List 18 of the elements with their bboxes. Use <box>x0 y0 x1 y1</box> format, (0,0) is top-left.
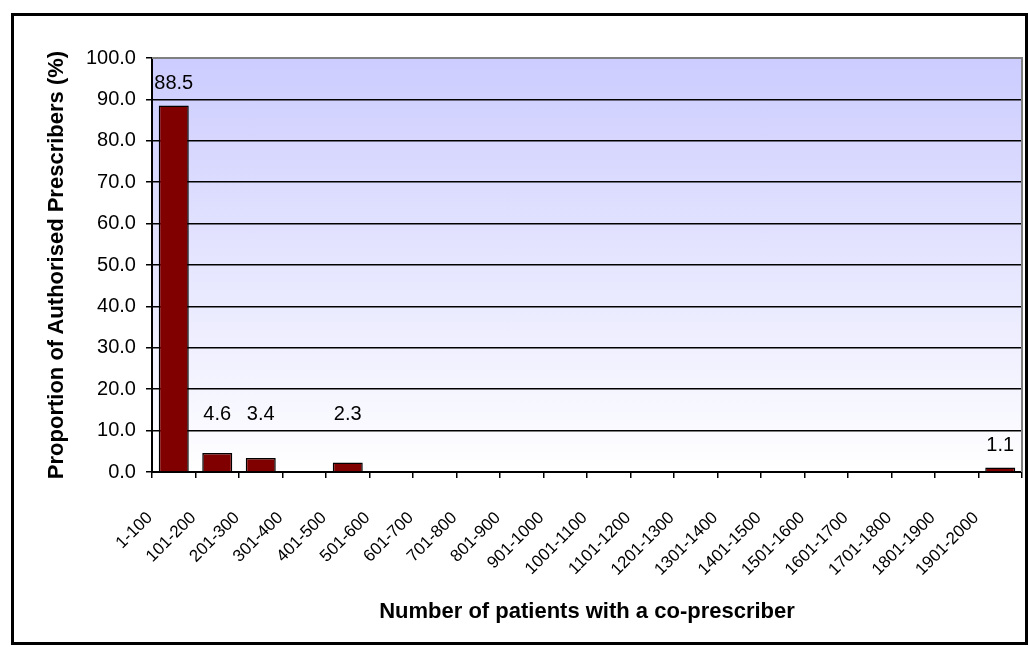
data-label: 4.6 <box>203 402 232 425</box>
y-tick-label: 20.0 <box>97 376 136 399</box>
data-label: 1.1 <box>986 432 1015 455</box>
data-label: 3.4 <box>246 402 275 425</box>
y-tick-label: 10.0 <box>97 418 136 441</box>
y-tick-label: 50.0 <box>97 252 136 275</box>
y-tick-label: 100.0 <box>85 45 136 68</box>
y-tick-label: 80.0 <box>97 128 136 151</box>
y-tick-label: 60.0 <box>97 211 136 234</box>
data-label: 2.3 <box>333 402 362 425</box>
data-label: 88.5 <box>154 71 194 94</box>
x-axis-title: Number of patients with a co-prescriber <box>379 597 796 623</box>
y-tick-label: 0.0 <box>108 459 136 482</box>
y-tick-label: 30.0 <box>97 335 136 358</box>
y-axis-title: Proportion of Authorised Prescribers (%) <box>43 50 69 480</box>
y-tick-label: 90.0 <box>97 86 136 109</box>
y-tick-label: 40.0 <box>97 293 136 316</box>
y-tick-label: 70.0 <box>97 169 136 192</box>
